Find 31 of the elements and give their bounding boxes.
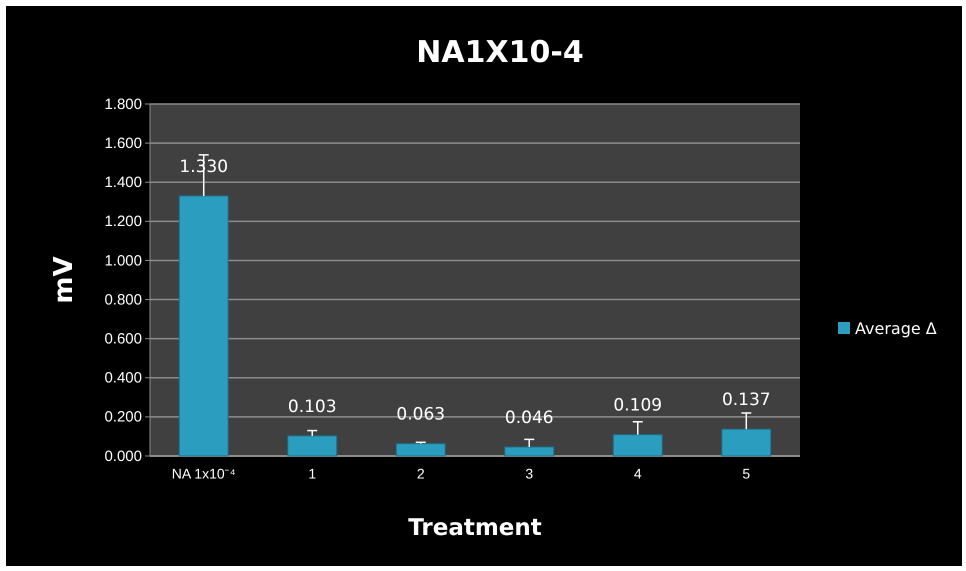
x-tick-label: 3 [525, 466, 534, 482]
y-tick-label: 0.600 [104, 330, 142, 348]
x-tick-label: 4 [634, 466, 642, 482]
y-tick-label: 0.200 [104, 408, 142, 426]
bar [178, 195, 229, 456]
text: 0.137 [722, 390, 771, 410]
text: 0.063 [396, 404, 446, 425]
bar [396, 443, 446, 456]
y-tick-label: 1.000 [104, 252, 142, 270]
x-tick-label: 5 [742, 466, 750, 482]
x-tick-label: 2 [416, 466, 425, 482]
y-axis-title: mV [49, 256, 79, 304]
y-tick-label: 0.800 [104, 291, 142, 308]
bar [612, 434, 663, 456]
chart-title: NA1X10-4 [416, 35, 584, 70]
bar [504, 446, 554, 456]
bar [721, 428, 772, 456]
legend-label: Average Δ [855, 319, 937, 338]
y-tick-label: 1.600 [104, 134, 142, 152]
y-tick-label: 0.000 [104, 448, 142, 465]
y-tick-label: 0.400 [104, 370, 142, 387]
y-tick-label: 1.400 [104, 174, 142, 192]
text: 0.103 [288, 396, 337, 417]
x-tick-label: NA 1x10⁻⁴ [172, 466, 236, 482]
x-tick-label: 1 [308, 466, 316, 482]
text: 0.109 [613, 396, 662, 416]
bar [287, 435, 338, 456]
y-tick-label: 1.200 [104, 213, 142, 230]
y-tick-label: 1.800 [104, 96, 142, 113]
text: 0.046 [504, 408, 554, 428]
x-axis-title: Treatment [408, 515, 542, 541]
